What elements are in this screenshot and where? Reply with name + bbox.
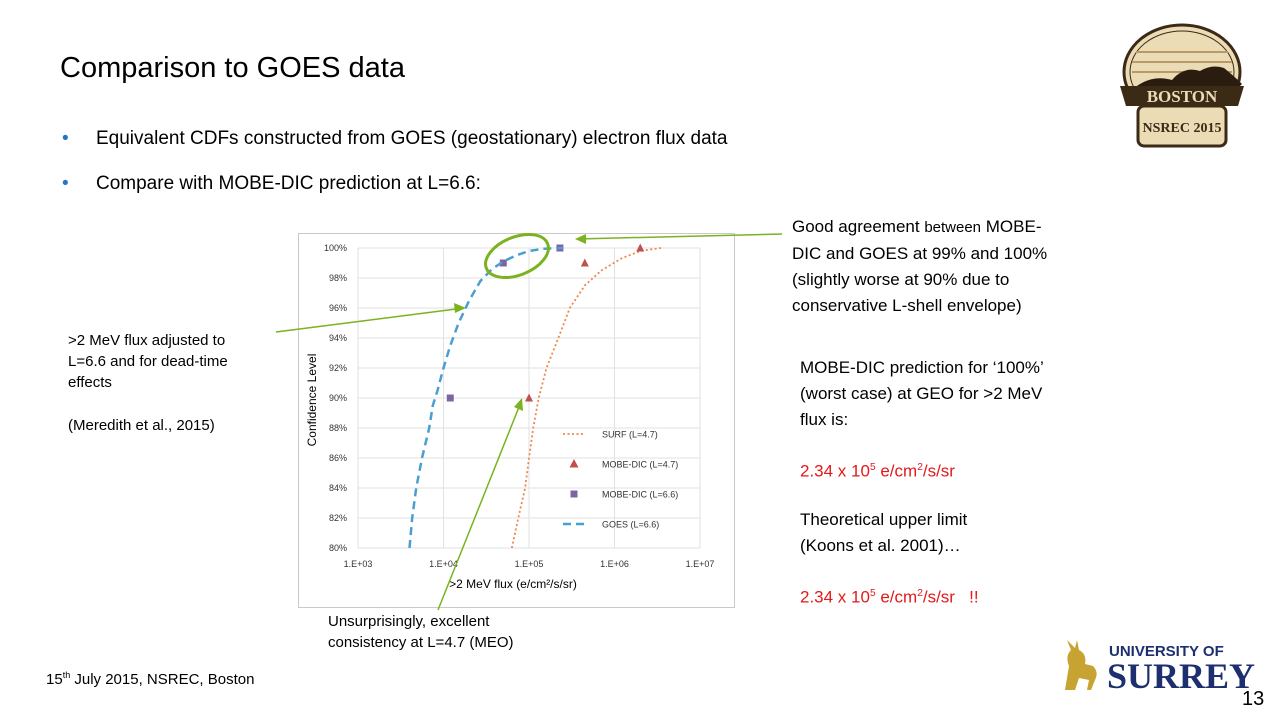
page-number: 13: [1242, 688, 1265, 710]
university-of-surrey-logo: UNIVERSITY OF SURREY: [1065, 640, 1255, 694]
y-tick-label: 96%: [329, 303, 347, 313]
chart-series: [408, 243, 662, 549]
annotation-text: Good agreement: [792, 217, 925, 236]
x-tick-labels: 1.E+03 1.E+04 1.E+05 1.E+06 1.E+07: [344, 559, 715, 569]
annotation-line: >2 MeV flux adjusted to: [68, 332, 226, 349]
y-tick-labels: 80% 82% 84% 86% 88% 90% 92% 94% 96% 98% 100%: [324, 243, 347, 553]
y-tick-label: 80%: [329, 543, 347, 553]
annotation-line: (worst case) at GEO for >2 MeV: [800, 384, 1043, 403]
boston-nsrec-logo: BOSTON NSREC 2015: [1120, 23, 1244, 148]
agreement-highlight-ellipse: [484, 232, 550, 280]
bullet-item: • Equivalent CDFs constructed from GOES (…: [62, 128, 728, 150]
x-axis-label: >2 MeV flux (e/cm²/s/sr): [449, 577, 577, 591]
annotation-prediction: MOBE-DIC prediction for ‘100%’ (worst ca…: [800, 355, 1044, 610]
square-marker: [499, 259, 507, 267]
y-tick-label: 84%: [329, 483, 347, 493]
annotation-line: flux is:: [800, 410, 849, 429]
triangle-marker: [525, 393, 533, 402]
annotation-line: (slightly worse at 90% due to: [792, 270, 1010, 289]
annotation-line: conservative L-shell envelope): [792, 296, 1022, 315]
x-tick-label: 1.E+06: [600, 559, 629, 569]
theory-value: 2.34 x 105 e/cm2/s/sr !!: [800, 587, 979, 607]
series-line: [510, 247, 662, 549]
bullet-item: • Compare with MOBE-DIC prediction at L=6…: [62, 173, 481, 195]
series-line: [408, 246, 564, 549]
bullet-dot-icon: •: [62, 173, 69, 194]
annotation-line: DIC and GOES at 99% and 100%: [792, 244, 1048, 263]
footer-date: 15th July 2015, NSREC, Boston: [46, 670, 255, 688]
page-title: Comparison to GOES data: [60, 52, 405, 84]
annotation-text: between: [924, 219, 982, 236]
annotation-goes-adjusted: >2 MeV flux adjusted to L=6.6 and for de…: [68, 330, 228, 436]
annotation-line: Theoretical upper limit: [800, 509, 968, 529]
y-tick-label: 88%: [329, 423, 347, 433]
y-axis-label: Confidence Level: [305, 354, 319, 447]
square-marker: [446, 394, 454, 402]
y-tick-label: 98%: [329, 273, 347, 283]
legend-label: SURF (L=4.7): [602, 430, 658, 440]
annotation-line: Unsurprisingly, excellent: [328, 613, 490, 630]
annotation-consistency: Unsurprisingly, excellent consistency at…: [328, 611, 514, 653]
triangle-marker: [580, 258, 589, 267]
arrow-goes-adjusted: [275, 307, 465, 333]
annotation-agreement: Good agreement between MOBE- DIC and GOE…: [792, 214, 1047, 319]
arrow-agreement: [576, 233, 783, 240]
legend-label: MOBE-DIC (L=4.7): [602, 460, 678, 470]
y-tick-label: 86%: [329, 453, 347, 463]
x-tick-label: 1.E+03: [344, 559, 373, 569]
y-tick-label: 92%: [329, 363, 347, 373]
chart-frame: [298, 233, 735, 608]
prediction-value: 2.34 x 105 e/cm2/s/sr: [800, 461, 955, 481]
chart-legend: SURF (L=4.7) MOBE-DIC (L=4.7) MOBE-DIC (L=…: [563, 430, 678, 530]
annotation-citation: (Meredith et al., 2015): [68, 417, 215, 434]
arrowhead-goes-adjusted: [454, 303, 466, 313]
annotation-text: MOBE-: [981, 217, 1042, 236]
legend-swatch: [569, 459, 579, 468]
annotation-line: effects: [68, 374, 112, 391]
arrowhead-consistency: [514, 398, 523, 411]
bullet-text: Compare with MOBE-DIC prediction at L=6.…: [96, 173, 481, 194]
x-tick-label: 1.E+07: [686, 559, 715, 569]
x-tick-label: 1.E+04: [429, 559, 458, 569]
bullet-text: Equivalent CDFs constructed from GOES (g…: [96, 128, 728, 149]
annotation-line: consistency at L=4.7 (MEO): [328, 634, 514, 651]
legend-label: MOBE-DIC (L=6.6): [602, 490, 678, 500]
y-tick-label: 82%: [329, 513, 347, 523]
annotation-line: L=6.6 and for dead-time: [68, 353, 228, 370]
logo-surrey-line1: UNIVERSITY OF: [1109, 643, 1224, 660]
legend-swatch: [570, 490, 578, 498]
x-tick-label: 1.E+05: [515, 559, 544, 569]
logo-nsrec-text: NSREC 2015: [1143, 121, 1222, 136]
stag-icon: [1065, 640, 1097, 690]
annotation-line: MOBE-DIC prediction for ‘100%’: [800, 358, 1044, 377]
y-tick-label: 100%: [324, 243, 347, 253]
annotation-line: (Koons et al. 2001)…: [800, 535, 961, 555]
y-tick-label: 90%: [329, 393, 347, 403]
legend-label: GOES (L=6.6): [602, 520, 659, 530]
logo-surrey-line2: SURREY: [1107, 656, 1255, 694]
arrow-consistency: [437, 401, 522, 611]
arrowhead-agreement: [575, 234, 586, 244]
y-tick-label: 94%: [329, 333, 347, 343]
logo-boston-text: BOSTON: [1147, 87, 1218, 106]
bullet-dot-icon: •: [62, 128, 69, 149]
triangle-marker: [636, 243, 645, 252]
